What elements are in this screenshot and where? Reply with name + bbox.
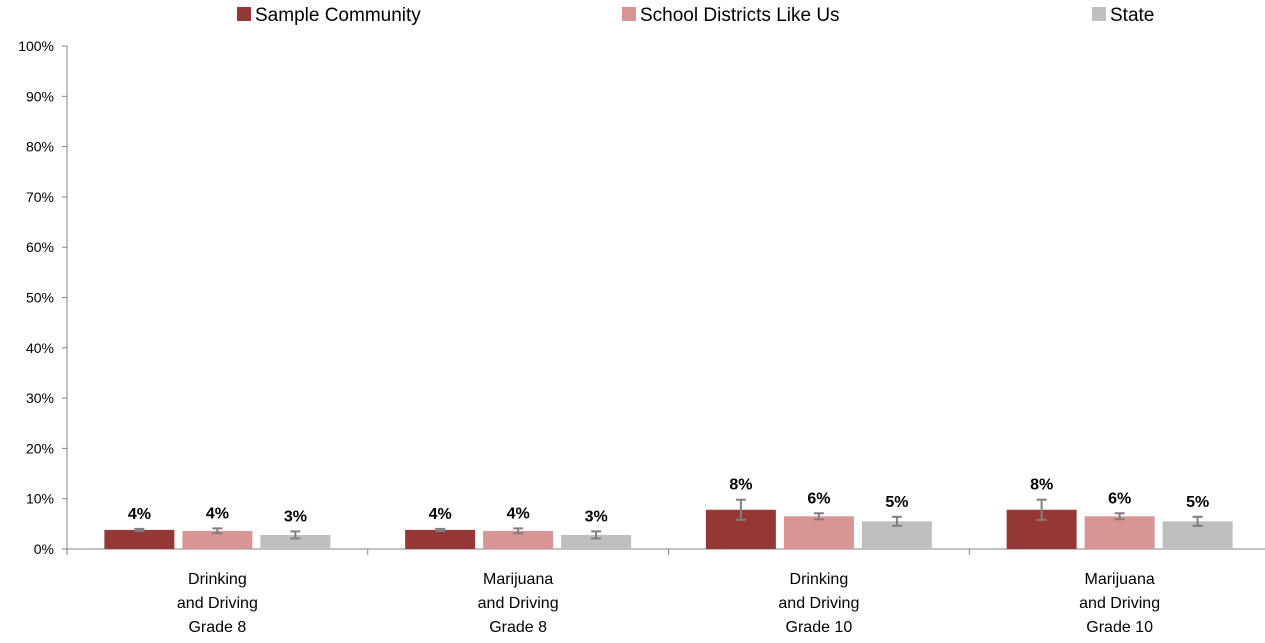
y-tick-label: 60% (26, 239, 54, 255)
x-category-label-line: Drinking (790, 571, 849, 588)
bar (405, 529, 476, 549)
bar (561, 534, 632, 549)
x-category-label-line: Grade 10 (1086, 619, 1153, 636)
legend-label: State (1110, 5, 1154, 26)
x-category-label-line: Grade 8 (489, 619, 547, 636)
x-category-label-line: Marijuana (483, 571, 553, 588)
y-tick-label: 0% (34, 541, 54, 557)
x-category-label-line: Drinking (188, 571, 247, 588)
x-category-label-line: and Driving (778, 595, 859, 612)
data-label: 4% (429, 506, 452, 523)
bars (104, 509, 1233, 549)
bar (483, 530, 554, 549)
error-bars (134, 498, 1203, 540)
data-label: 5% (885, 494, 908, 511)
x-category-label-line: and Driving (177, 595, 258, 612)
y-tick-label: 50% (26, 290, 54, 306)
legend-swatch (622, 7, 636, 21)
data-label: 8% (729, 477, 752, 494)
x-category-label: Drinking and Driving Grade 8 (177, 571, 258, 636)
bar (1084, 516, 1155, 549)
data-label: 8% (1030, 477, 1053, 494)
x-category-label: Marijuana and Driving Grade 8 (478, 571, 559, 636)
x-category-label: Marijuana and Driving Grade 10 (1079, 571, 1160, 636)
x-category-label: Drinking and Driving Grade 10 (778, 571, 859, 636)
x-category-label-line: Grade 8 (188, 619, 246, 636)
x-category-label-line: and Driving (478, 595, 559, 612)
y-tick-label: 20% (26, 440, 54, 456)
bar (783, 516, 854, 549)
data-label: 6% (1108, 490, 1131, 507)
x-category-label-line: and Driving (1079, 595, 1160, 612)
data-labels: 4% 4% 3% 4% 4% 3% 8% 6% 5% 8% 6% 5% (128, 477, 1209, 526)
bar (260, 534, 331, 549)
y-tick-label: 40% (26, 340, 54, 356)
legend-swatch (237, 7, 251, 21)
bar (182, 530, 253, 549)
y-tick-label: 100% (18, 38, 54, 54)
y-tick-label: 70% (26, 189, 54, 205)
y-tick-label: 80% (26, 139, 54, 155)
x-category-label-line: Grade 10 (786, 619, 853, 636)
data-label: 3% (284, 508, 307, 525)
data-label: 5% (1186, 494, 1209, 511)
x-axis: Drinking and Driving Grade 8 Marijuana and D… (66, 548, 1265, 636)
legend-label: School Districts Like Us (640, 5, 840, 26)
y-axis: 0% 10% 20% 30% 40% 50% 60% 70% 80% 90% 100% (18, 38, 68, 557)
legend: Sample Community School Districts Like Us… (237, 5, 1154, 26)
bar (104, 529, 175, 549)
x-category-label-line: Marijuana (1084, 571, 1154, 588)
data-label: 4% (128, 506, 151, 523)
data-label: 6% (807, 490, 830, 507)
data-label: 4% (507, 505, 530, 522)
legend-label: Sample Community (255, 5, 421, 26)
data-label: 3% (585, 508, 608, 525)
y-tick-label: 30% (26, 390, 54, 406)
y-tick-label: 10% (26, 491, 54, 507)
y-tick-label: 90% (26, 88, 54, 104)
legend-swatch (1092, 7, 1106, 21)
data-label: 4% (206, 505, 229, 522)
